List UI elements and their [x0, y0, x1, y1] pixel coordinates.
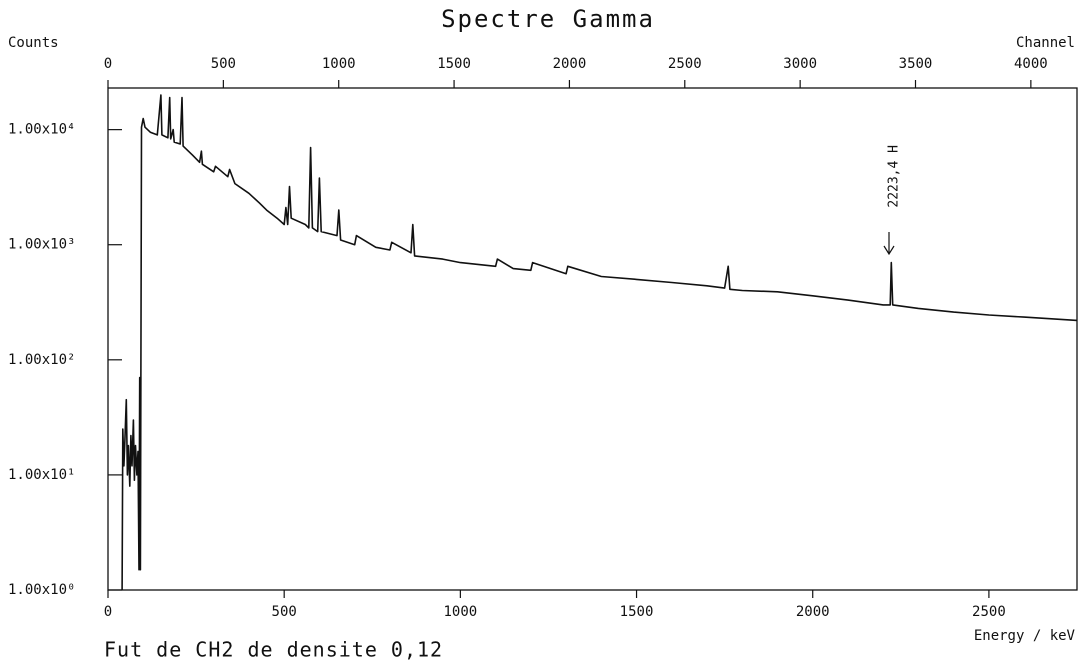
x-tick-label: 500: [272, 604, 297, 620]
y-tick-label: 1.00x10¹: [8, 467, 75, 483]
x2-tick-label: 1000: [322, 56, 356, 72]
y-tick-label: 1.00x10⁴: [8, 122, 75, 138]
x-axis-label: Energy / keV: [974, 628, 1076, 644]
x2-tick-label: 500: [211, 56, 236, 72]
x2-tick-label: 3000: [783, 56, 817, 72]
y-tick-label: 1.00x10²: [8, 352, 75, 368]
annotation: 2223,4 H: [887, 145, 902, 208]
x-tick-label: 1500: [620, 604, 654, 620]
x2-tick-label: 1500: [437, 56, 471, 72]
x-tick-label: 2500: [972, 604, 1006, 620]
x2-tick-label: 2500: [668, 56, 702, 72]
chart-title: Spectre Gamma: [441, 5, 655, 33]
plot-frame: [107, 87, 1078, 591]
x2-tick-label: 4000: [1014, 56, 1048, 72]
y-axis-label: Counts: [8, 35, 59, 51]
x2-tick-label: 0: [104, 56, 112, 72]
x-tick-label: 1000: [444, 604, 478, 620]
footnote: Fut de CH2 de densite 0,12: [104, 638, 443, 661]
x-tick-label: 2000: [796, 604, 830, 620]
x2-tick-label: 3500: [899, 56, 933, 72]
y-tick-label: 1.00x10³: [8, 237, 75, 253]
annotation-arrow: [883, 232, 895, 256]
spectrum-line: [121, 94, 1078, 591]
x-tick-label: 0: [104, 604, 112, 620]
x2-axis-label: Channel: [1016, 35, 1075, 51]
x2-tick-label: 2000: [553, 56, 587, 72]
y-tick-label: 1.00x10⁰: [8, 582, 75, 598]
